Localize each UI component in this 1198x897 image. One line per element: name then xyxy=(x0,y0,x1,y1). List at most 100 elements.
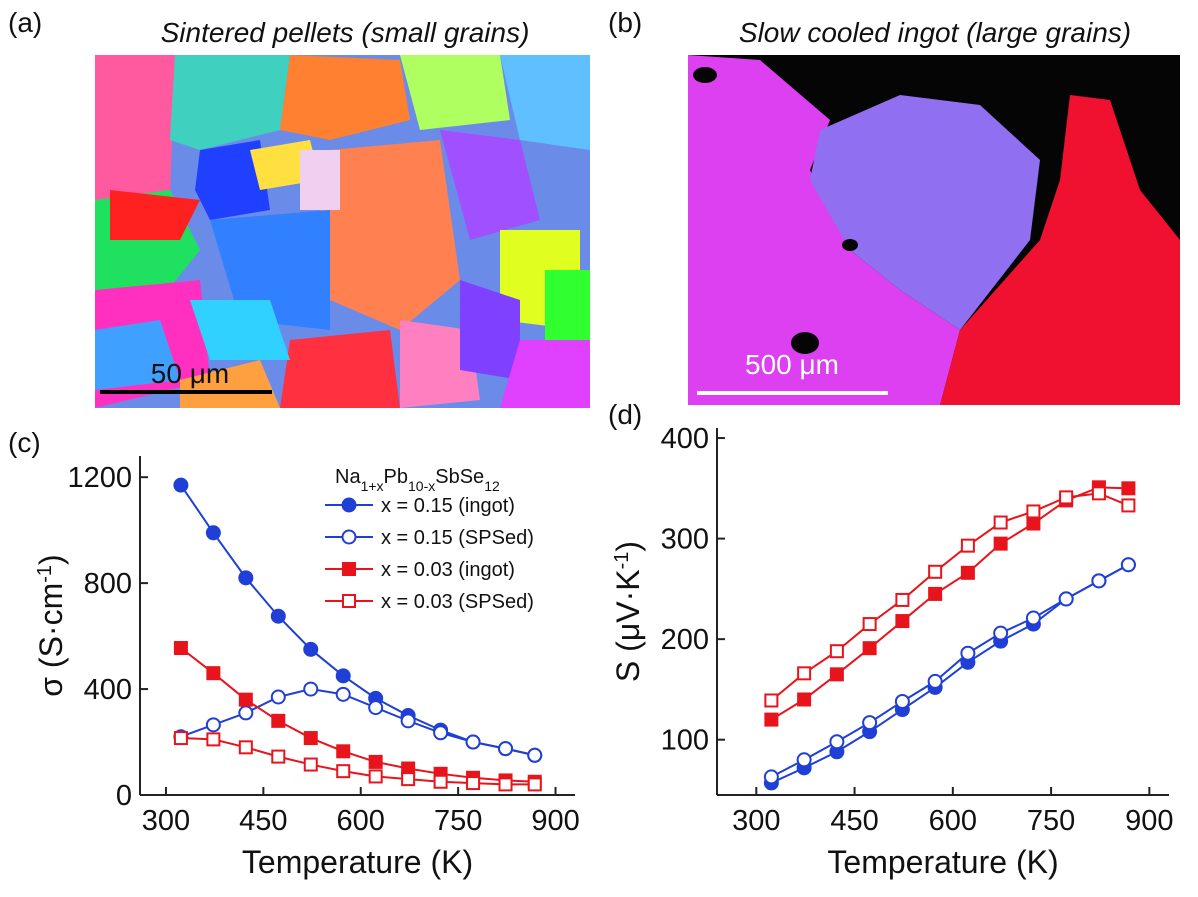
marker xyxy=(465,734,481,750)
y-tick-label: 0 xyxy=(116,780,132,812)
legend-marker xyxy=(342,594,356,608)
legend-marker xyxy=(341,529,357,545)
marker xyxy=(1121,481,1136,496)
panel-title: Slow cooled ingot (large grains) xyxy=(739,17,1131,48)
marker xyxy=(927,673,943,689)
marker xyxy=(1091,486,1106,501)
marker xyxy=(764,693,779,708)
marker xyxy=(1025,610,1041,626)
marker xyxy=(796,752,812,768)
series-line xyxy=(180,647,535,783)
y-axis-title-part: -1 xyxy=(611,552,633,570)
x-tick-label: 600 xyxy=(337,805,385,837)
marker xyxy=(960,645,976,661)
marker xyxy=(1026,504,1041,519)
marker xyxy=(173,641,188,656)
y-tick-label: 300 xyxy=(661,524,709,556)
series-line xyxy=(180,737,535,786)
marker xyxy=(173,731,188,746)
x-tick-label: 900 xyxy=(531,805,579,837)
y-axis-title-part: ) xyxy=(610,541,646,552)
y-axis-title: S (μV·K-1) xyxy=(610,541,646,682)
marker xyxy=(829,667,844,682)
micrograph-small-grains xyxy=(95,55,590,408)
marker xyxy=(829,734,845,750)
marker xyxy=(368,700,384,716)
y-axis-title-part: σ (S·cm xyxy=(33,583,69,697)
marker xyxy=(271,713,286,728)
marker xyxy=(205,525,221,541)
marker xyxy=(960,538,975,553)
marker xyxy=(1059,490,1074,505)
marker xyxy=(270,608,286,624)
marker xyxy=(993,625,1009,641)
marker xyxy=(928,564,943,579)
legend-title-part: 10-x xyxy=(408,478,435,494)
marker xyxy=(1091,573,1107,589)
legend-label: x = 0.15 (ingot) xyxy=(381,495,515,517)
marker xyxy=(303,757,318,772)
marker xyxy=(527,777,542,792)
marker xyxy=(368,769,383,784)
marker xyxy=(895,614,910,629)
marker xyxy=(401,772,416,787)
scale-bar-label: 50 μm xyxy=(151,358,229,389)
series-line xyxy=(770,563,1129,784)
marker xyxy=(797,666,812,681)
x-axis-title: Temperature (K) xyxy=(242,844,473,880)
marker xyxy=(433,774,448,789)
marker xyxy=(238,705,254,721)
marker xyxy=(238,740,253,755)
marker xyxy=(205,717,221,733)
marker xyxy=(895,592,910,607)
marker xyxy=(336,744,351,759)
marker xyxy=(797,692,812,707)
x-axis-title: Temperature (K) xyxy=(827,844,1058,880)
legend-title-part: 1+x xyxy=(361,478,384,494)
micrograph-large-grains xyxy=(688,55,1180,405)
legend-label: x = 0.03 (SPSed) xyxy=(381,591,534,613)
y-tick-label: 200 xyxy=(661,624,709,656)
marker xyxy=(928,586,943,601)
panel-label: (d) xyxy=(608,399,642,430)
scale-bar-label: 500 μm xyxy=(745,349,839,380)
marker xyxy=(894,693,910,709)
marker xyxy=(862,641,877,656)
marker xyxy=(368,754,383,769)
y-tick-label: 1200 xyxy=(67,462,132,494)
marker xyxy=(498,777,513,792)
y-tick-label: 800 xyxy=(84,568,132,600)
legend-label: x = 0.03 (ingot) xyxy=(381,559,515,581)
y-tick-label: 400 xyxy=(661,423,709,455)
marker xyxy=(527,747,543,763)
panel-label: (a) xyxy=(8,7,42,38)
y-tick-label: 100 xyxy=(661,725,709,757)
marker xyxy=(862,715,878,731)
marker xyxy=(303,641,319,657)
legend-label: x = 0.15 (SPSed) xyxy=(381,527,534,549)
marker xyxy=(238,692,253,707)
marker xyxy=(335,686,351,702)
x-tick-label: 450 xyxy=(239,805,287,837)
marker xyxy=(1121,498,1136,513)
x-tick-label: 900 xyxy=(1125,805,1173,837)
marker xyxy=(206,732,221,747)
series-line xyxy=(770,563,1129,778)
marker xyxy=(466,776,481,791)
marker xyxy=(271,749,286,764)
marker xyxy=(1026,516,1041,531)
marker xyxy=(335,668,351,684)
y-tick-label: 400 xyxy=(84,674,132,706)
x-tick-label: 300 xyxy=(142,805,190,837)
marker xyxy=(238,570,254,586)
marker xyxy=(173,477,189,493)
legend-title-part: 12 xyxy=(484,478,500,494)
panel-label: (c) xyxy=(8,427,41,458)
marker xyxy=(336,764,351,779)
marker xyxy=(270,689,286,705)
marker xyxy=(764,712,779,727)
marker xyxy=(829,644,844,659)
y-axis-title-part: -1 xyxy=(34,565,56,583)
x-tick-label: 750 xyxy=(434,805,482,837)
